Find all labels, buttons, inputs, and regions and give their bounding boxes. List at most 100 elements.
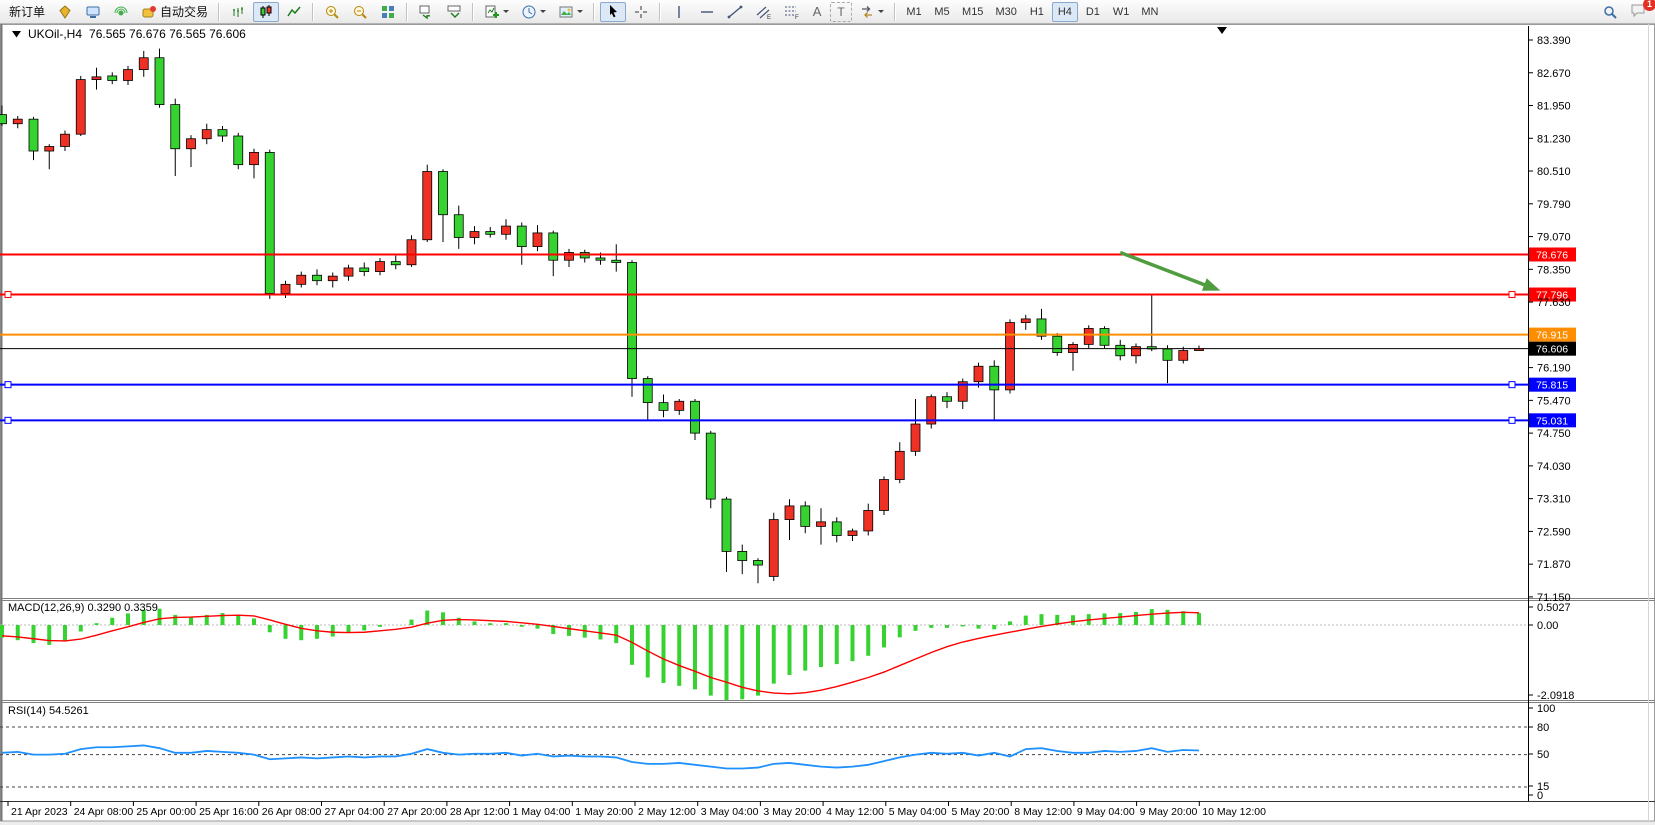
arrow-annotation[interactable]	[1119, 250, 1221, 291]
arrow-objects-button[interactable]	[854, 2, 889, 22]
periods-button[interactable]	[516, 2, 551, 22]
line-handle[interactable]	[4, 381, 12, 389]
signals-icon[interactable]	[108, 2, 134, 22]
trendline-icon[interactable]	[722, 2, 748, 22]
candle	[501, 225, 511, 235]
svg-text:9 May 04:00: 9 May 04:00	[1077, 806, 1135, 818]
templates-button[interactable]	[553, 2, 588, 22]
svg-text:71.150: 71.150	[1537, 592, 1571, 604]
fibonacci-icon[interactable]: F	[778, 2, 804, 22]
price-badge	[1529, 247, 1576, 262]
text-tool-glyph: A	[812, 4, 822, 19]
line-handle[interactable]	[4, 291, 12, 299]
svg-text:0.00: 0.00	[1537, 620, 1558, 632]
text-label-tool-icon[interactable]: T	[830, 1, 853, 22]
candle	[831, 521, 842, 536]
new-chart-icon	[485, 5, 500, 18]
svg-text:74.030: 74.030	[1537, 461, 1571, 473]
svg-text:78.676: 78.676	[1536, 249, 1568, 261]
text-tool-icon[interactable]: A	[806, 2, 828, 22]
candle	[123, 69, 133, 81]
time-axis[interactable]: 21 Apr 2023 24 Apr 08:00 25 Apr 00:00 25 Ap…	[7, 801, 1266, 818]
candle	[1005, 322, 1015, 391]
line-handle[interactable]	[1508, 291, 1516, 299]
toolbar-separator	[894, 2, 897, 21]
candle	[327, 275, 338, 282]
line-handle[interactable]	[1508, 381, 1516, 389]
new-order-button[interactable]: 新订单	[4, 2, 50, 22]
timeframe-H4[interactable]: H4	[1051, 1, 1078, 22]
candle	[1162, 348, 1173, 361]
line-chart-icon[interactable]	[281, 2, 307, 22]
candle	[1178, 350, 1189, 361]
candle	[894, 450, 905, 480]
svg-text:5 May 20:00: 5 May 20:00	[952, 806, 1010, 818]
candle	[816, 521, 826, 527]
template-icon	[559, 6, 573, 17]
pane-separators[interactable]	[0, 598, 1655, 802]
svg-text:E: E	[767, 15, 771, 20]
timeframe-H1[interactable]: H1	[1024, 2, 1050, 22]
toolbar-separator	[312, 2, 315, 21]
horizontal-line-icon[interactable]	[694, 2, 720, 22]
svg-text:76.915: 76.915	[1536, 330, 1568, 342]
candle	[753, 560, 763, 566]
equidistant-channel-icon[interactable]: E	[750, 2, 776, 22]
candle	[0, 114, 7, 125]
horizontal-lines-layer[interactable]: 78.676 77.796 76.915 76.606 75.815 75.031	[0, 247, 1576, 428]
timeframe-D1[interactable]: D1	[1080, 2, 1106, 22]
gold-certificate-icon[interactable]	[52, 2, 78, 22]
terminal-icon[interactable]	[80, 2, 106, 22]
candle	[564, 252, 574, 261]
candle	[438, 171, 448, 216]
auto-trading-button[interactable]: 自动交易	[136, 2, 213, 22]
timeframe-M5[interactable]: M5	[929, 2, 955, 22]
arrange-windows-icon[interactable]	[441, 2, 467, 22]
candles-layer	[0, 48, 1204, 584]
candle	[1131, 346, 1141, 357]
candle	[989, 365, 1000, 391]
vertical-line-icon[interactable]	[666, 2, 692, 22]
cursor-icon[interactable]	[600, 1, 627, 22]
timeframe-M30[interactable]: M30	[990, 2, 1021, 22]
svg-text:75.815: 75.815	[1536, 380, 1568, 392]
crosshair-icon[interactable]	[628, 2, 654, 22]
price-axis[interactable]: 83.390 82.670 81.950 81.230 80.510 79.790 79.0…	[1528, 24, 1649, 821]
candle	[453, 214, 464, 238]
cascade-windows-icon[interactable]	[413, 2, 439, 22]
bar-chart-icon[interactable]	[225, 2, 251, 22]
candle	[973, 365, 984, 383]
zoom-in-icon[interactable]	[319, 2, 345, 22]
timeframe-M1[interactable]: M1	[901, 2, 927, 22]
chart-shift-marker[interactable]	[1217, 27, 1227, 34]
svg-text:4 May 12:00: 4 May 12:00	[826, 806, 884, 818]
candle	[721, 498, 732, 552]
timeframe-W1[interactable]: W1	[1108, 2, 1135, 22]
tile-windows-icon[interactable]	[375, 2, 401, 22]
timeframe-MN[interactable]: MN	[1136, 2, 1163, 22]
svg-text:5 May 04:00: 5 May 04:00	[889, 806, 947, 818]
price-badge	[1529, 287, 1576, 302]
svg-text:3 May 04:00: 3 May 04:00	[701, 806, 759, 818]
candle	[548, 232, 559, 261]
candle	[359, 267, 370, 272]
candle	[390, 261, 401, 266]
zoom-out-icon[interactable]	[347, 2, 373, 22]
svg-text:F: F	[795, 15, 799, 20]
timeframe-M15[interactable]: M15	[957, 2, 988, 22]
svg-text:76.190: 76.190	[1537, 363, 1571, 375]
notification-badge[interactable]: 1	[1643, 0, 1655, 11]
candle	[690, 400, 700, 434]
svg-text:9 May 20:00: 9 May 20:00	[1140, 806, 1198, 818]
collapse-triangle-icon[interactable]	[12, 30, 21, 38]
line-handle[interactable]	[1508, 416, 1516, 424]
line-handle[interactable]	[4, 416, 12, 424]
search-icon[interactable]	[1597, 2, 1623, 22]
toolbar-separator	[659, 2, 662, 21]
candlestick-chart-icon[interactable]	[253, 1, 280, 22]
candle	[1083, 328, 1094, 345]
rsi-indicator-label: RSI(14) 54.5261	[8, 705, 89, 717]
new-chart-button[interactable]	[479, 2, 514, 22]
candle	[879, 479, 889, 511]
